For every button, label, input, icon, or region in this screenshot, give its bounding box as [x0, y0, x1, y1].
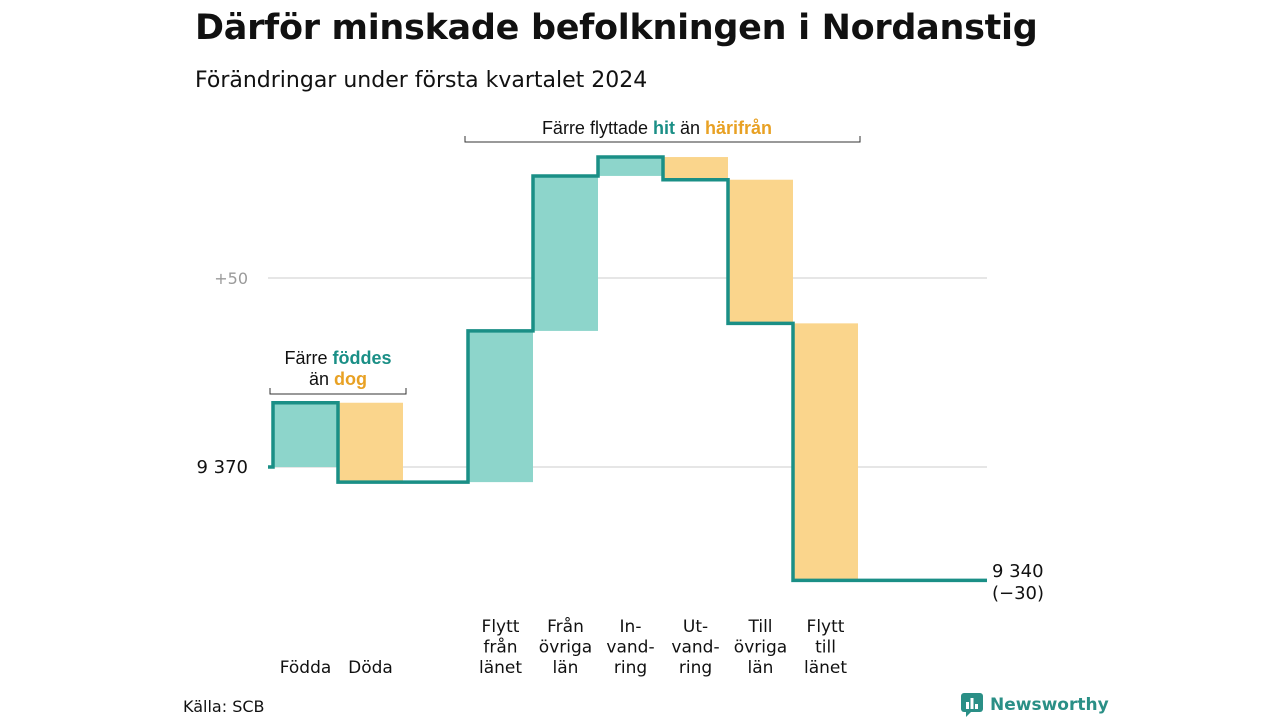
- category-label-utvandring-1: vand-: [671, 638, 719, 658]
- brand-name: Newsworthy: [990, 695, 1109, 715]
- chart-title: Därför minskade befolkningen i Nordansti…: [195, 8, 1038, 48]
- running-total-line: [268, 155, 987, 583]
- end-change-label: (−30): [992, 583, 1044, 604]
- end-value-label: 9 340: [992, 561, 1044, 582]
- brand-logo[interactable]: Newsworthy: [960, 692, 1109, 718]
- category-label-invandring-0: In-: [620, 617, 642, 637]
- bar-invandring: [598, 157, 663, 176]
- bar-flytt-fran-lanet: [468, 330, 533, 483]
- category-label-flytt-till-lanet-2: länet: [804, 658, 847, 678]
- bar-flytt-till-lanet: [793, 323, 858, 581]
- category-label-flytt-till-lanet-1: till: [815, 638, 836, 658]
- chart-subtitle: Förändringar under första kvartalet 2024: [195, 68, 648, 93]
- category-label-till-ovriga-lan-2: län: [748, 658, 774, 678]
- category-label-utvandring-2: ring: [679, 658, 712, 678]
- bar-till-ovriga-lan: [728, 179, 793, 324]
- category-label-doda-0: Döda: [348, 658, 393, 678]
- annotation-migration-hit: hit: [653, 118, 675, 138]
- annotation-natural-away: dog: [334, 369, 367, 389]
- category-label-fran-ovriga-lan-2: län: [553, 658, 579, 678]
- category-label-flytt-till-lanet-0: Flytt: [807, 617, 845, 637]
- bar-fran-ovriga-lan: [533, 175, 598, 331]
- start-value-label: 9 370: [196, 457, 248, 478]
- annotation-migration-mid: än: [675, 118, 705, 138]
- annotation-migration-bracket: [464, 136, 861, 143]
- category-label-fran-ovriga-lan-1: övriga: [539, 638, 592, 658]
- category-label-fodda-0: Födda: [280, 658, 332, 678]
- newsworthy-logo-icon: [961, 693, 983, 717]
- category-label-invandring-2: ring: [614, 658, 647, 678]
- category-label-flytt-fran-lanet-1: från: [483, 637, 517, 658]
- category-label-flytt-fran-lanet-0: Flytt: [482, 617, 520, 637]
- bar-doda: [338, 402, 403, 483]
- annotation-natural-line2: än dog: [309, 369, 367, 389]
- source-note: Källa: SCB: [183, 697, 265, 716]
- annotation-migration-prefix: Färre flyttade: [542, 118, 653, 138]
- bar-utvandring: [663, 157, 728, 180]
- category-label-flytt-fran-lanet-2: länet: [479, 658, 522, 678]
- annotation-migration-away: härifrån: [705, 118, 772, 138]
- annotation-natural-mid: än: [309, 369, 334, 389]
- annotation-natural-prefix: Färre: [284, 348, 332, 368]
- category-label-till-ovriga-lan-0: Till: [747, 617, 772, 637]
- annotation-migration: Färre flyttade hit än härifrån: [542, 118, 772, 138]
- annotation-natural-line1: Färre föddes: [284, 348, 391, 368]
- category-label-fran-ovriga-lan-0: Från: [547, 616, 584, 637]
- category-label-utvandring-0: Ut-: [683, 617, 708, 637]
- y-tick-label-plus50: +50: [214, 269, 248, 288]
- bar-fodda: [273, 402, 338, 467]
- category-label-invandring-1: vand-: [606, 638, 654, 658]
- annotation-natural-hit: föddes: [333, 348, 392, 368]
- annotation-natural-bracket: [269, 388, 407, 395]
- category-label-till-ovriga-lan-1: övriga: [734, 638, 787, 658]
